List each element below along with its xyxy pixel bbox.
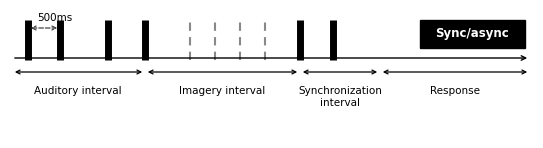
Bar xyxy=(420,20,525,48)
Text: Synchronization
interval: Synchronization interval xyxy=(298,86,382,108)
Text: Response: Response xyxy=(430,86,480,96)
Text: Auditory interval: Auditory interval xyxy=(34,86,122,96)
Text: Sync/async: Sync/async xyxy=(435,28,509,41)
Text: 500ms: 500ms xyxy=(37,13,73,23)
Text: Imagery interval: Imagery interval xyxy=(179,86,265,96)
